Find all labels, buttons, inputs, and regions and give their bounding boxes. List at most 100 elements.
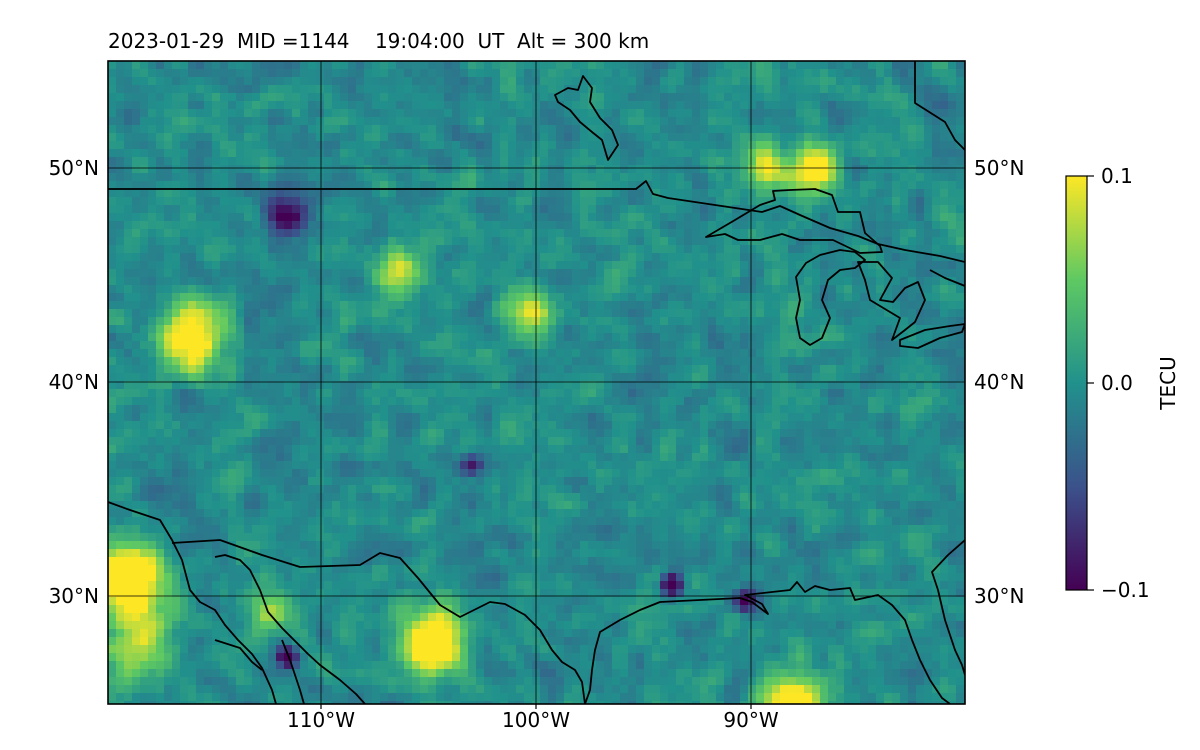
tec-cell — [332, 109, 341, 118]
tec-cell — [340, 357, 349, 366]
tec-cell — [812, 117, 821, 126]
tec-cell — [324, 349, 333, 358]
tec-cell — [788, 181, 797, 190]
tec-cell — [804, 61, 813, 70]
tec-cell — [780, 277, 789, 286]
tec-cell — [636, 93, 645, 102]
tec-cell — [844, 261, 853, 270]
tec-cell — [948, 261, 957, 270]
tec-cell — [836, 421, 845, 430]
tec-cell — [428, 357, 437, 366]
tec-cell — [556, 77, 565, 86]
tec-cell — [292, 229, 301, 238]
tec-cell — [500, 181, 509, 190]
tec-cell — [260, 133, 269, 142]
tec-cell — [780, 109, 789, 118]
tec-cell — [764, 317, 773, 326]
tec-cell — [156, 197, 165, 206]
tec-cell — [860, 93, 869, 102]
tec-cell — [172, 421, 181, 430]
tec-cell — [908, 93, 917, 102]
tec-cell — [628, 181, 637, 190]
tec-cell — [308, 237, 317, 246]
tec-cell — [836, 309, 845, 318]
tec-cell — [116, 245, 125, 254]
tec-cell — [884, 413, 893, 422]
tec-cell — [540, 221, 549, 230]
tec-cell — [612, 285, 621, 294]
tec-cell — [140, 373, 149, 382]
tec-cell — [924, 157, 933, 166]
tec-cell — [660, 229, 669, 238]
tec-cell — [916, 229, 925, 238]
tec-cell — [756, 285, 765, 294]
tec-cell — [420, 141, 429, 150]
tec-cell — [268, 93, 277, 102]
tec-cell — [212, 325, 221, 334]
tec-cell — [140, 133, 149, 142]
tec-cell — [252, 117, 261, 126]
tec-cell — [668, 125, 677, 134]
tec-cell — [724, 357, 733, 366]
tec-cell — [316, 61, 325, 70]
tec-cell — [940, 77, 949, 86]
tec-cell — [748, 213, 757, 222]
tec-cell — [812, 141, 821, 150]
tec-cell — [396, 285, 405, 294]
tec-cell — [540, 381, 549, 390]
tec-cell — [660, 213, 669, 222]
tec-cell — [500, 205, 509, 214]
tec-cell — [380, 349, 389, 358]
tec-cell — [228, 85, 237, 94]
tec-cell — [516, 341, 525, 350]
tec-cell — [284, 229, 293, 238]
tec-cell — [636, 173, 645, 182]
tec-cell — [660, 125, 669, 134]
tec-cell — [124, 365, 133, 374]
tec-cell — [844, 221, 853, 230]
tec-cell — [148, 341, 157, 350]
tec-cell — [812, 405, 821, 414]
tec-cell — [700, 117, 709, 126]
tec-cell — [724, 141, 733, 150]
tec-cell — [420, 165, 429, 174]
tec-cell — [772, 213, 781, 222]
tec-cell — [956, 261, 965, 270]
tec-cell — [164, 301, 173, 310]
tec-cell — [572, 301, 581, 310]
tec-cell — [836, 173, 845, 182]
tec-cell — [852, 357, 861, 366]
tec-cell — [476, 349, 485, 358]
tec-cell — [772, 253, 781, 262]
tec-cell — [652, 341, 661, 350]
tec-cell — [220, 93, 229, 102]
tec-cell — [108, 397, 117, 406]
tec-cell — [252, 213, 261, 222]
tec-cell — [316, 141, 325, 150]
tec-cell — [716, 325, 725, 334]
tec-cell — [132, 77, 141, 86]
tec-cell — [524, 245, 533, 254]
tec-cell — [460, 101, 469, 110]
tec-cell — [772, 269, 781, 278]
tec-cell — [620, 93, 629, 102]
tec-cell — [644, 285, 653, 294]
tec-cell — [212, 349, 221, 358]
tec-cell — [644, 245, 653, 254]
tec-cell — [108, 149, 117, 158]
tec-cell — [948, 269, 957, 278]
tec-cell — [460, 389, 469, 398]
tec-cell — [876, 197, 885, 206]
tec-cell — [172, 165, 181, 174]
tec-cell — [420, 125, 429, 134]
tec-cell — [268, 85, 277, 94]
tec-cell — [652, 317, 661, 326]
tec-cell — [244, 405, 253, 414]
tec-cell — [124, 373, 133, 382]
tec-cell — [628, 245, 637, 254]
tec-cell — [524, 277, 533, 286]
tec-cell — [556, 85, 565, 94]
tec-cell — [252, 421, 261, 430]
tec-cell — [892, 189, 901, 198]
tec-cell — [564, 365, 573, 374]
